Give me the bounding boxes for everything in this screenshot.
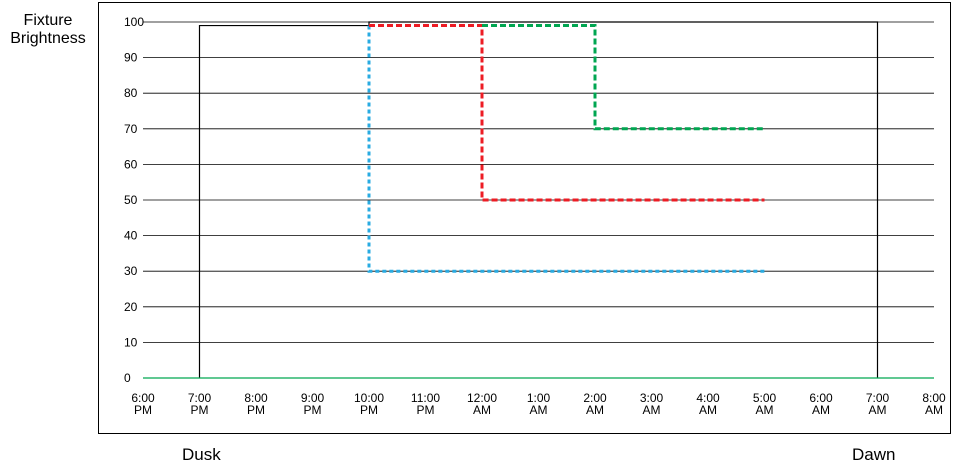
x-tick-label-0: 6:00 bbox=[131, 391, 155, 405]
x-tick-label-1: 7:00 bbox=[188, 391, 212, 405]
x-tick-sublabel-6: AM bbox=[473, 403, 491, 417]
chart-frame bbox=[98, 2, 951, 434]
y-tick-label-10: 10 bbox=[124, 335, 138, 349]
x-tick-label-11: 5:00 bbox=[753, 391, 777, 405]
x-tick-sublabel-10: AM bbox=[699, 403, 717, 417]
x-tick-sublabel-12: AM bbox=[812, 403, 830, 417]
y-tick-label-0: 0 bbox=[124, 371, 131, 385]
series-line-2 bbox=[367, 25, 765, 273]
y-tick-label-20: 20 bbox=[124, 300, 138, 314]
x-tick-sublabel-11: AM bbox=[756, 403, 774, 417]
x-tick-sublabel-7: AM bbox=[530, 403, 548, 417]
x-tick-label-2: 8:00 bbox=[244, 391, 268, 405]
y-axis-label-line2: Brightness bbox=[10, 30, 86, 47]
y-tick-label-80: 80 bbox=[124, 86, 138, 100]
x-tick-label-3: 9:00 bbox=[301, 391, 325, 405]
y-tick-label-40: 40 bbox=[124, 229, 138, 243]
x-tick-label-14: 8:00 bbox=[922, 391, 946, 405]
y-tick-label-100: 100 bbox=[124, 15, 144, 29]
x-tick-label-5: 11:00 bbox=[411, 391, 440, 405]
dusk-annotation: Dusk bbox=[182, 445, 221, 464]
series-line-0 bbox=[198, 21, 879, 378]
x-tick-sublabel-8: AM bbox=[586, 403, 604, 417]
y-tick-label-90: 90 bbox=[124, 51, 138, 65]
y-axis-label-line1: Fixture bbox=[23, 12, 73, 29]
x-tick-label-10: 4:00 bbox=[696, 391, 720, 405]
series-line-4 bbox=[482, 24, 765, 131]
x-tick-sublabel-5: PM bbox=[417, 403, 435, 417]
x-tick-label-6: 12:00 bbox=[467, 391, 497, 405]
y-axis-label: Fixture Brightness bbox=[4, 12, 92, 48]
y-tick-label-30: 30 bbox=[124, 264, 138, 278]
x-tick-sublabel-9: AM bbox=[643, 403, 661, 417]
dawn-annotation: Dawn bbox=[852, 445, 896, 464]
x-tick-label-9: 3:00 bbox=[640, 391, 664, 405]
x-tick-label-7: 1:00 bbox=[527, 391, 551, 405]
x-tick-sublabel-1: PM bbox=[191, 403, 209, 417]
x-tick-sublabel-2: PM bbox=[247, 403, 265, 417]
series-line-3 bbox=[369, 24, 765, 202]
x-tick-sublabel-14: AM bbox=[925, 403, 943, 417]
y-tick-label-70: 70 bbox=[124, 122, 138, 136]
x-tick-label-4: 10:00 bbox=[354, 391, 384, 405]
x-tick-label-8: 2:00 bbox=[583, 391, 607, 405]
y-tick-label-50: 50 bbox=[124, 193, 138, 207]
x-tick-sublabel-3: PM bbox=[304, 403, 322, 417]
x-tick-sublabel-13: AM bbox=[869, 403, 887, 417]
x-tick-label-13: 7:00 bbox=[866, 391, 890, 405]
x-tick-label-12: 6:00 bbox=[809, 391, 833, 405]
x-tick-sublabel-0: PM bbox=[134, 403, 152, 417]
y-tick-label-60: 60 bbox=[124, 157, 138, 171]
x-tick-sublabel-4: PM bbox=[360, 403, 378, 417]
